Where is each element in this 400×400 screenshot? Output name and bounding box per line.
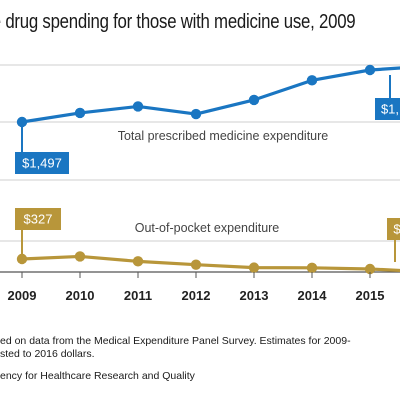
line-chart: $1,497 $1, $327 $ Total prescribed medicine… (0, 64, 400, 303)
data-point (306, 75, 318, 86)
value-label-oop-last: $ (393, 222, 400, 237)
value-label-oop-first: $327 (24, 212, 53, 227)
series-names: Total prescribed medicine expenditure Out… (118, 129, 329, 235)
x-tick-label: 2009 (8, 288, 37, 303)
x-tick-label: 2010 (66, 288, 95, 303)
gridlines (0, 64, 400, 273)
data-point (190, 108, 202, 120)
value-label-total-first: $1,497 (22, 156, 62, 171)
footnote-line-2: sted to 2016 dollars. (0, 348, 95, 360)
value-label-total-last-box (375, 98, 400, 120)
x-tick-label: 2011 (124, 288, 152, 303)
data-point (132, 101, 144, 112)
data-point (132, 256, 144, 267)
footnote-line-1: ed on data from the Medical Expenditure … (0, 335, 351, 347)
data-point (248, 94, 260, 106)
data-point (74, 107, 86, 119)
series-name-oop: Out-of-pocket expenditure (135, 221, 280, 235)
x-axis-ticks: 2009 2010 2011 2012 2013 2014 2015 (8, 272, 385, 303)
footnote-source: ency for Healthcare Research and Quality (0, 370, 195, 382)
data-point (16, 116, 28, 128)
data-point (306, 262, 318, 274)
value-label-oop-last-box (387, 218, 400, 240)
data-point (364, 64, 376, 76)
data-point (190, 259, 202, 270)
series-line (21, 66, 400, 124)
series-name-total: Total prescribed medicine expenditure (118, 129, 329, 143)
x-tick-label: 2013 (240, 288, 269, 303)
x-tick-label: 2014 (298, 288, 328, 303)
series-points (16, 64, 376, 275)
data-point (364, 263, 376, 275)
data-point (16, 253, 28, 265)
series-line (21, 254, 400, 273)
data-point (248, 262, 260, 273)
chart-title: e drug spending for those with medicine … (0, 10, 356, 33)
value-label-oop-first-box (15, 208, 61, 230)
value-label-total-last: $1, (381, 102, 399, 117)
x-tick-label: 2015 (356, 288, 385, 303)
data-point (74, 251, 86, 262)
value-label-total-first-box (15, 152, 69, 174)
series-lines (21, 66, 400, 273)
x-tick-label: 2012 (182, 288, 211, 303)
value-labels: $1,497 $1, $327 $ (15, 75, 400, 262)
